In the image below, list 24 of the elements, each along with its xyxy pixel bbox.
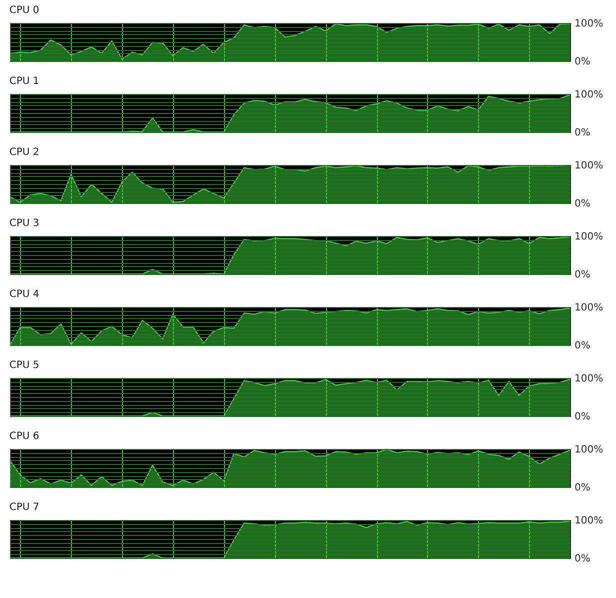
y-tick-label: 0%	[574, 340, 590, 352]
y-tick-label: 100%	[574, 232, 604, 242]
y-tick-label: 0%	[574, 270, 590, 280]
chart-title: CPU 5	[9, 360, 40, 371]
y-tick-label: 0%	[574, 128, 590, 138]
y-tick-label: 100%	[574, 302, 604, 314]
y-tick-label: 100%	[574, 90, 604, 100]
y-tick-label: 0%	[574, 198, 590, 210]
chart-title: CPU 1	[9, 76, 40, 87]
chart-title: CPU 7	[9, 502, 40, 513]
y-tick-label: 0%	[574, 482, 590, 494]
y-tick-label: 100%	[574, 374, 604, 384]
y-tick-label: 0%	[574, 56, 590, 68]
chart-title: CPU 3	[9, 218, 40, 229]
y-tick-label: 0%	[574, 554, 590, 564]
chart-title: CPU 4	[9, 289, 40, 300]
chart-title: CPU 0	[9, 5, 40, 16]
chart-title: CPU 6	[9, 431, 40, 442]
chart-title: CPU 2	[9, 147, 40, 158]
y-tick-label: 100%	[574, 160, 604, 172]
y-tick-label: 100%	[574, 516, 604, 526]
y-tick-label: 0%	[574, 412, 590, 422]
y-tick-label: 100%	[574, 444, 604, 456]
y-tick-label: 100%	[574, 18, 604, 30]
